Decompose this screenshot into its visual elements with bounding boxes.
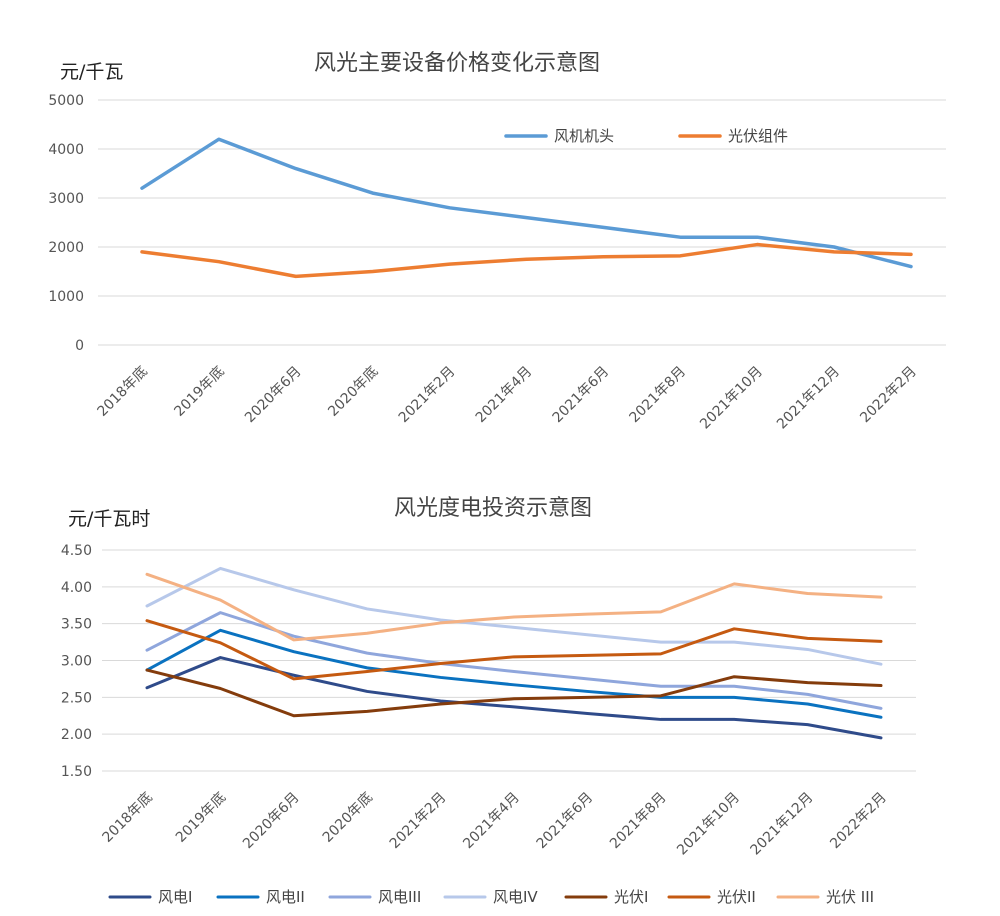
x-tick-label: 2021年12月 [748,790,817,859]
legend-label: 风电I [158,888,192,906]
equipment-price-chart: 风光主要设备价格变化示意图 元/千瓦 0 1000 2000 3000 4000 5000… [48,51,946,433]
x-tick-label: 2021年6月 [550,364,613,427]
x-tick-label: 2021年2月 [387,790,450,853]
x-tick-label: 2020年6月 [242,364,305,427]
x-tick-label: 2020年底 [320,790,376,846]
y-tick-label: 2.50 [61,690,92,706]
y-tick-label: 3000 [48,191,84,207]
x-tick-label: 2021年8月 [627,364,690,427]
series-line-5 [145,668,883,718]
y-tick-label: 4.00 [61,580,92,596]
legend-label: 光伏 III [826,888,874,906]
legend-label: 光伏II [717,888,756,906]
legend-label: 风电IV [493,888,538,906]
y-axis-unit-label: 元/千瓦时 [68,508,150,530]
y-tick-label: 0 [75,338,84,354]
series-line-4 [145,566,883,666]
x-tick-label: 2021年10月 [674,790,743,859]
y-axis-unit-label: 元/千瓦 [60,61,123,83]
y-tick-label: 4000 [48,142,84,158]
y-tick-label: 3.00 [61,654,92,670]
x-tick-label: 2021年4月 [473,364,536,427]
x-tick-label: 2019年底 [173,790,229,846]
x-tick-label: 2018年底 [95,364,151,420]
x-tick-label: 2021年2月 [396,364,459,427]
y-tick-label: 2.00 [61,727,92,743]
series-line-6 [145,619,883,681]
series-line-3 [145,611,883,710]
x-tick-label: 2019年底 [171,364,227,420]
x-tick-label: 2022年2月 [857,364,920,427]
series-line-2 [145,628,883,719]
chart-title: 风光主要设备价格变化示意图 [314,51,600,76]
x-tick-label: 2020年6月 [240,790,303,853]
x-tick-label: 2018年底 [100,790,156,846]
chart-title: 风光度电投资示意图 [394,496,592,521]
series-line-2 [140,242,913,279]
x-tick-label: 2021年10月 [697,364,766,433]
y-tick-label: 4.50 [61,543,92,559]
kwh-investment-chart: 风光度电投资示意图 元/千瓦时 1.50 2.00 2.50 3.00 3.50 4.00… [61,496,916,906]
y-tick-label: 1000 [48,289,84,305]
legend-label: 光伏组件 [728,127,788,145]
x-tick-label: 2021年6月 [534,790,597,853]
x-tick-label: 2020年底 [325,364,381,420]
y-tick-label: 5000 [48,93,84,109]
legend-label: 风电III [378,888,421,906]
y-tick-label: 2000 [48,240,84,256]
legend-label: 光伏I [614,888,648,906]
x-tick-label: 2021年12月 [774,364,843,433]
x-tick-label: 2022年2月 [827,790,890,853]
legend-label: 风电II [266,888,305,906]
y-tick-label: 1.50 [61,764,92,780]
x-tick-label: 2021年8月 [607,790,670,853]
legend-label: 风机机头 [554,127,614,145]
y-tick-label: 3.50 [61,617,92,633]
x-tick-label: 2021年4月 [460,790,523,853]
series-line-7 [145,572,883,642]
series-line-1 [140,137,913,269]
series-line-1 [145,656,883,740]
